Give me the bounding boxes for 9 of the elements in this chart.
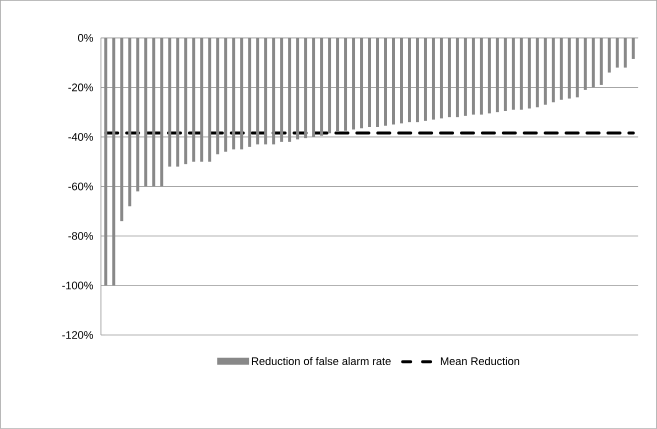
legend-label: Reduction of false alarm rate: [252, 357, 391, 366]
y-tick-label: 0%: [78, 34, 94, 42]
y-tick-label: -40%: [68, 133, 94, 141]
y-tick-label: -80%: [68, 232, 94, 240]
y-tick-label: -60%: [68, 182, 94, 190]
y-tick-label: -100%: [62, 282, 94, 290]
y-tick-label: -20%: [68, 84, 94, 92]
legend-label: Mean Reduction: [440, 357, 520, 366]
y-tick-label: -120%: [62, 331, 94, 339]
